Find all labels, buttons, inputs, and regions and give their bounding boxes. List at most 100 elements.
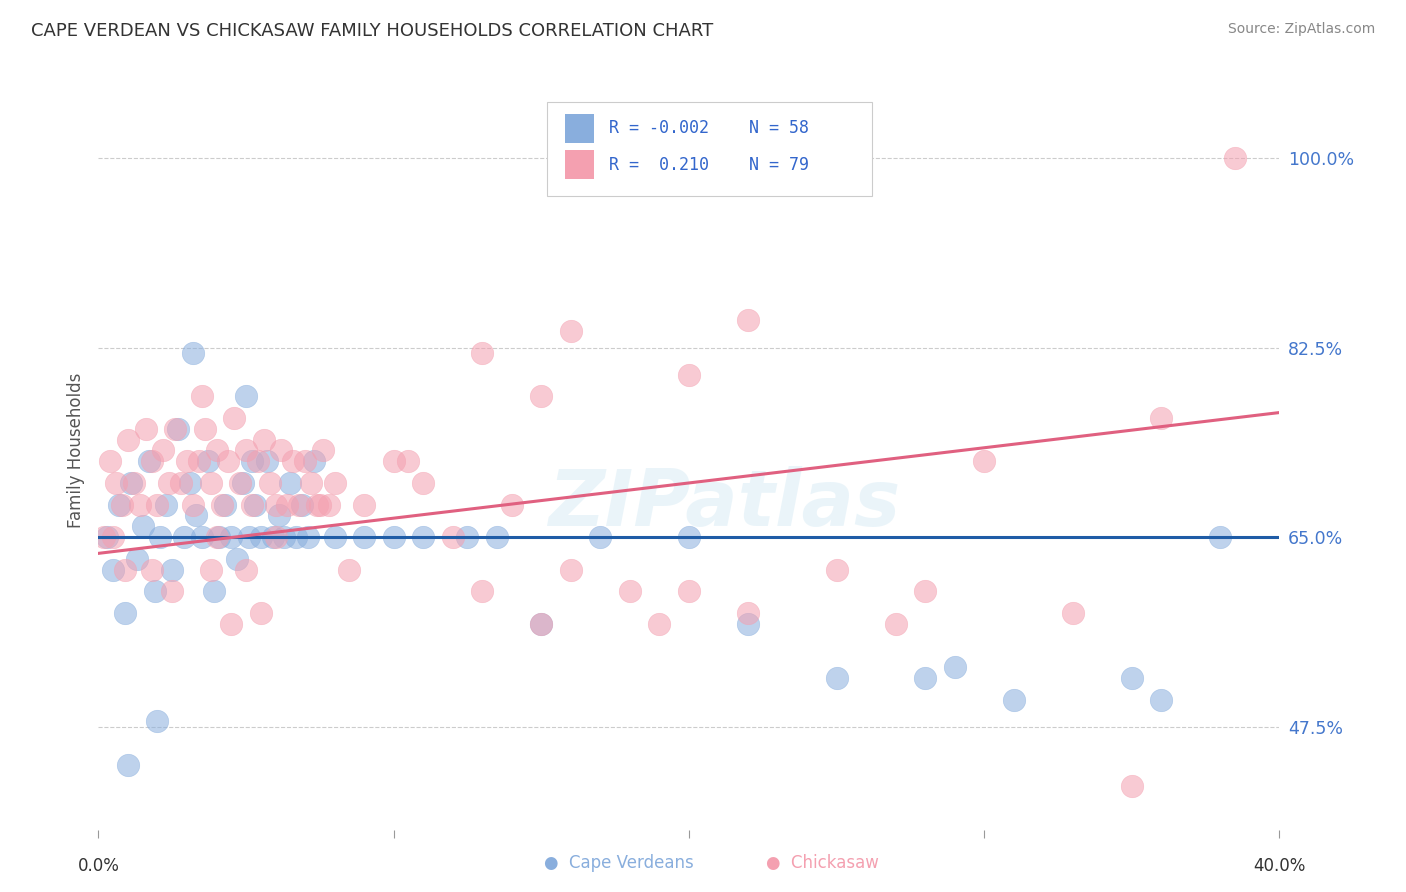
Point (288, 498, 311, 512)
Point (162, 584, 183, 599)
Point (187, 454, 209, 468)
Point (264, 498, 287, 512)
Text: R = -0.002    N = 58: R = -0.002 N = 58 (609, 120, 808, 137)
Point (235, 563, 257, 577)
Point (1121, 671, 1143, 685)
Point (457, 530, 479, 544)
Point (302, 454, 325, 468)
Point (259, 475, 281, 490)
Point (486, 530, 509, 544)
Point (162, 563, 183, 577)
Point (165, 422, 187, 436)
Point (197, 454, 219, 468)
Point (412, 475, 434, 490)
Point (323, 530, 346, 544)
Point (211, 498, 233, 512)
Point (93, 530, 115, 544)
FancyBboxPatch shape (565, 150, 595, 179)
Point (264, 530, 287, 544)
Point (235, 389, 257, 403)
Point (108, 498, 131, 512)
Point (253, 433, 276, 447)
Point (276, 498, 298, 512)
Point (181, 498, 204, 512)
Point (103, 563, 125, 577)
Point (353, 498, 375, 512)
Point (184, 508, 207, 523)
Point (170, 475, 193, 490)
Point (122, 475, 145, 490)
Point (240, 454, 263, 468)
Point (299, 475, 322, 490)
Point (149, 530, 172, 544)
Point (221, 530, 243, 544)
Text: 40.0%: 40.0% (1253, 856, 1306, 875)
Point (135, 422, 157, 436)
Point (312, 443, 335, 458)
Text: ●  Cape Verdeans: ● Cape Verdeans (544, 855, 693, 872)
Point (283, 454, 305, 468)
Point (138, 454, 160, 468)
Point (256, 454, 278, 468)
Point (128, 498, 150, 512)
Point (270, 443, 292, 458)
Point (291, 498, 314, 512)
Point (157, 475, 180, 490)
Point (323, 475, 346, 490)
Point (884, 616, 907, 631)
Point (246, 454, 269, 468)
Point (560, 324, 582, 338)
Text: CAPE VERDEAN VS CHICKASAW FAMILY HOUSEHOLDS CORRELATION CHART: CAPE VERDEAN VS CHICKASAW FAMILY HOUSEHO… (31, 22, 713, 40)
Point (914, 584, 936, 599)
Point (825, 563, 848, 577)
Point (117, 433, 139, 447)
Point (1121, 779, 1143, 793)
Point (648, 616, 671, 631)
Point (105, 475, 128, 490)
Point (238, 530, 260, 544)
Point (250, 530, 273, 544)
Point (267, 508, 290, 523)
Point (98, 454, 121, 468)
Point (141, 454, 163, 468)
Point (339, 563, 361, 577)
Point (471, 584, 494, 599)
Point (155, 498, 177, 512)
Point (173, 530, 195, 544)
Point (280, 475, 302, 490)
Text: ●  Chickasaw: ● Chickasaw (766, 855, 879, 872)
Point (229, 475, 252, 490)
Point (250, 606, 273, 620)
Point (678, 368, 700, 382)
Point (181, 346, 204, 360)
Point (224, 411, 246, 425)
Point (167, 422, 190, 436)
Point (273, 530, 295, 544)
Point (146, 498, 169, 512)
Point (125, 551, 148, 566)
Point (1150, 411, 1173, 425)
Point (194, 422, 217, 436)
Point (943, 660, 966, 674)
Point (285, 530, 308, 544)
Point (501, 498, 523, 512)
Point (221, 616, 243, 631)
Point (143, 584, 166, 599)
Point (191, 389, 214, 403)
Point (235, 443, 257, 458)
Point (530, 616, 553, 631)
Point (111, 498, 134, 512)
Point (305, 498, 328, 512)
Point (589, 530, 612, 544)
Point (441, 530, 464, 544)
Point (973, 454, 995, 468)
Point (412, 530, 434, 544)
Point (530, 389, 553, 403)
Point (1150, 692, 1173, 706)
Point (120, 475, 142, 490)
Point (176, 454, 198, 468)
Point (560, 563, 582, 577)
Point (353, 530, 375, 544)
Point (200, 563, 222, 577)
Point (205, 530, 228, 544)
